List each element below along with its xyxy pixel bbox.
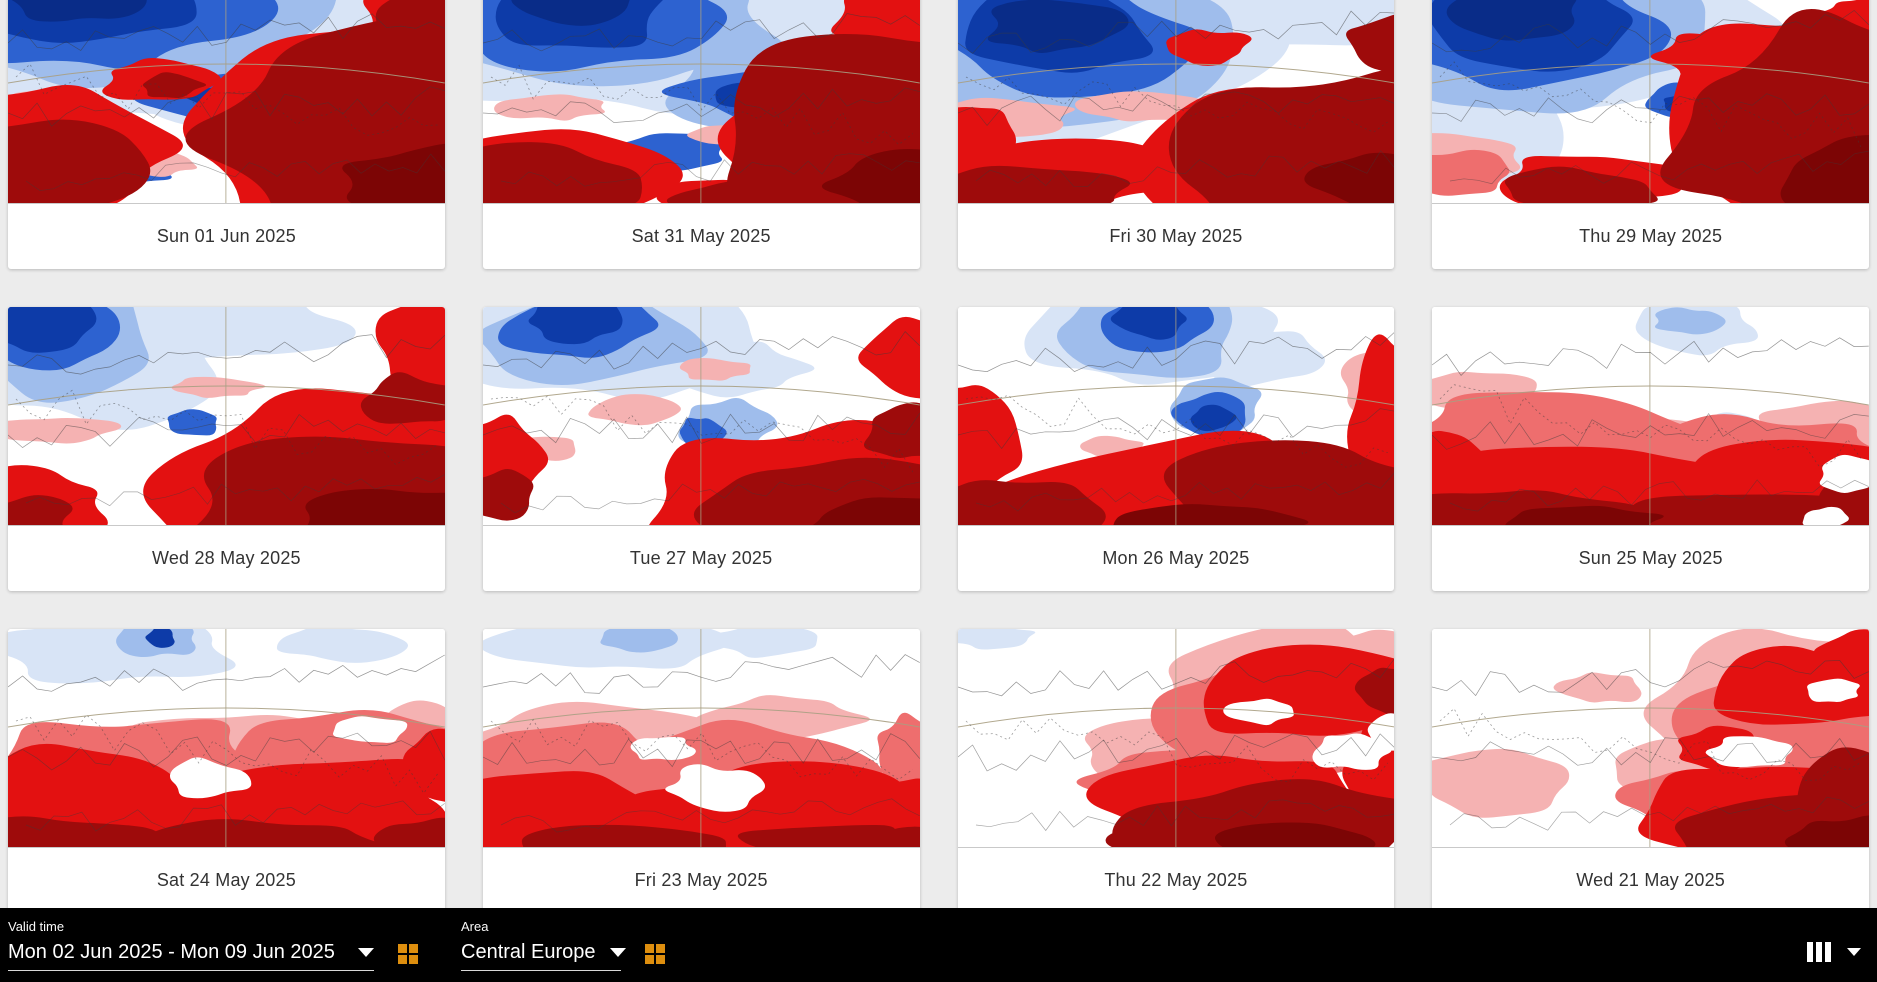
anomaly-map-image (957, 307, 1395, 525)
forecast-card[interactable]: Tue 27 May 2025 (482, 307, 920, 591)
forecast-map (957, 629, 1395, 848)
valid-time-field: Valid time Mon 02 Jun 2025 - Mon 09 Jun … (8, 908, 374, 971)
forecast-card[interactable]: Thu 22 May 2025 (957, 629, 1395, 913)
bottom-toolbar: Valid time Mon 02 Jun 2025 - Mon 09 Jun … (0, 908, 1877, 982)
forecast-map (482, 629, 920, 848)
forecast-map (1432, 307, 1869, 526)
anomaly-map-image (1432, 307, 1869, 525)
forecast-card[interactable]: Fri 23 May 2025 (482, 629, 920, 913)
anomaly-map-image (1432, 0, 1869, 203)
forecast-card[interactable]: Thu 29 May 2025 (1432, 0, 1869, 269)
forecast-map (1432, 0, 1869, 204)
area-select[interactable]: Central Europe (461, 938, 626, 971)
card-date-label: Fri 23 May 2025 (634, 870, 768, 890)
card-date-label: Thu 29 May 2025 (1579, 226, 1723, 246)
forecast-map (1432, 629, 1869, 848)
card-date-label: Wed 28 May 2025 (151, 548, 301, 568)
forecast-map (482, 0, 920, 204)
columns-icon (1807, 942, 1831, 962)
forecast-card[interactable]: Sun 25 May 2025 (1432, 307, 1869, 591)
forecast-card[interactable]: Wed 21 May 2025 (1432, 629, 1869, 913)
anomaly-map-image (8, 0, 445, 203)
valid-time-select[interactable]: Mon 02 Jun 2025 - Mon 09 Jun 2025 (8, 938, 374, 971)
forecast-map (8, 629, 445, 848)
anomaly-map-image (482, 307, 920, 525)
area-grid-button[interactable] (645, 944, 665, 964)
card-date-label: Sun 25 May 2025 (1578, 548, 1723, 568)
anomaly-map-image (957, 0, 1395, 203)
forecast-card[interactable]: Sun 01 Jun 2025 (8, 0, 445, 269)
anomaly-map-image (8, 629, 445, 847)
forecast-map (957, 307, 1395, 526)
forecast-card[interactable]: Sat 24 May 2025 (8, 629, 445, 913)
area-field: Area Central Europe (461, 908, 626, 971)
anomaly-map-image (482, 0, 920, 203)
anomaly-map-image (1432, 629, 1869, 847)
grid-2x2-icon (398, 944, 407, 953)
valid-time-value: Mon 02 Jun 2025 - Mon 09 Jun 2025 (8, 940, 335, 963)
caret-down-icon (609, 947, 626, 957)
anomaly-map-image (957, 629, 1395, 847)
layout-columns-button[interactable] (1807, 942, 1861, 962)
card-date-label: Tue 27 May 2025 (629, 548, 773, 568)
card-date-label: Sat 24 May 2025 (156, 870, 296, 890)
grid-2x2-icon (645, 944, 654, 953)
card-date-label: Fri 30 May 2025 (1109, 226, 1243, 246)
forecast-card[interactable]: Fri 30 May 2025 (957, 0, 1395, 269)
forecast-map (482, 307, 920, 526)
area-value: Central Europe (461, 940, 596, 963)
caret-down-icon (358, 947, 374, 957)
anomaly-map-image (482, 629, 920, 847)
forecast-card[interactable]: Wed 28 May 2025 (8, 307, 445, 591)
forecast-map (8, 307, 445, 526)
area-label: Area (461, 919, 489, 934)
card-date-label: Sat 31 May 2025 (631, 226, 771, 246)
card-date-label: Mon 26 May 2025 (1102, 548, 1250, 568)
caret-down-icon (1847, 948, 1861, 956)
valid-time-grid-button[interactable] (398, 944, 418, 964)
cards-grid: Sun 01 Jun 2025 Sat 31 May 2025 Fri 30 M… (8, 0, 1869, 913)
anomaly-map-image (8, 307, 445, 525)
valid-time-label: Valid time (8, 919, 65, 934)
forecast-map (957, 0, 1395, 204)
forecast-card[interactable]: Sat 31 May 2025 (482, 0, 920, 269)
forecast-map (8, 0, 445, 204)
card-date-label: Thu 22 May 2025 (1104, 870, 1248, 890)
card-date-label: Wed 21 May 2025 (1576, 870, 1725, 890)
forecast-card[interactable]: Mon 26 May 2025 (957, 307, 1395, 591)
card-date-label: Sun 01 Jun 2025 (156, 226, 296, 246)
